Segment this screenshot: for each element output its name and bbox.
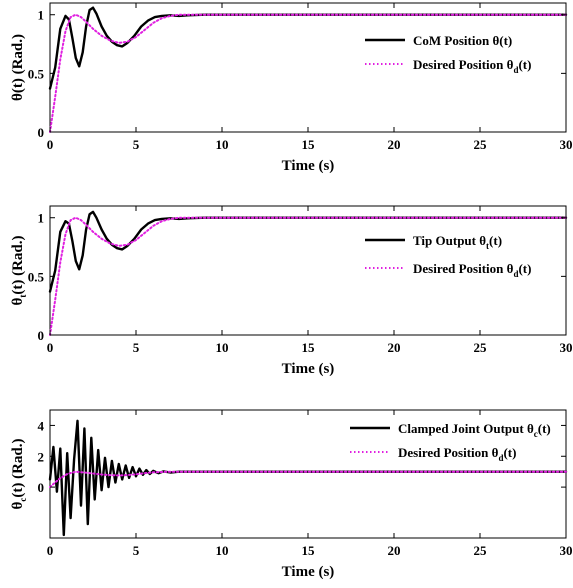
series-line-output — [48, 6, 568, 90]
series-line-desired — [49, 216, 567, 336]
y-axis-label: θc(t) (Rad.) — [10, 439, 28, 510]
x-tick-label: 30 — [560, 137, 573, 152]
x-tick-label: 20 — [388, 340, 401, 355]
y-tick-label: 2 — [38, 449, 45, 464]
x-axis-label: Time (s) — [282, 361, 335, 377]
x-tick-label: 5 — [133, 543, 140, 558]
y-tick-label: 0.5 — [28, 269, 45, 284]
y-tick-label: 1 — [38, 211, 45, 226]
series-line-output — [48, 419, 568, 537]
y-tick-label: 0.5 — [28, 66, 45, 81]
x-tick-label: 10 — [216, 543, 229, 558]
chart-panel-3: 0 5 10 15 20 25 30 0 2 4 Time (s) θc(t) (Rad.) Clamp… — [10, 409, 573, 580]
series-line-output — [48, 210, 568, 293]
chart-panel-2: 0 5 10 15 20 25 30 0 0.5 1 Time (s) θt(t) (Rad.) Tip… — [10, 205, 573, 377]
legend-label-desired: Desired Position θd(t) — [398, 445, 516, 463]
x-tick-label: 5 — [133, 137, 140, 152]
legend-label-desired: Desired Position θd(t) — [413, 57, 531, 75]
x-axis-label: Time (s) — [282, 158, 335, 174]
legend-label-output: CoM Position θ(t) — [413, 33, 512, 48]
x-tick-label: 15 — [302, 137, 316, 152]
x-tick-label: 10 — [216, 340, 229, 355]
y-axis-label: θ(t) (Rad.) — [10, 34, 26, 101]
y-tick-label: 0 — [38, 328, 45, 343]
y-axis-label-group: θt(t) (Rad.) — [10, 236, 28, 306]
x-tick-label: 25 — [474, 137, 488, 152]
x-tick-label: 0 — [47, 543, 54, 558]
x-tick-label: 25 — [474, 543, 488, 558]
series-line-desired — [49, 13, 567, 133]
y-tick-label: 4 — [38, 418, 45, 433]
x-tick-label: 30 — [560, 543, 573, 558]
legend-label-output: Clamped Joint Output θc(t) — [398, 421, 551, 439]
x-tick-label: 10 — [216, 137, 229, 152]
y-axis-label-group: θc(t) (Rad.) — [10, 439, 28, 510]
y-tick-label: 0 — [38, 480, 45, 495]
legend-label-desired: Desired Position θd(t) — [413, 261, 531, 279]
x-tick-label: 25 — [474, 340, 488, 355]
x-tick-label: 0 — [47, 137, 54, 152]
chart-panel-1: 0 5 10 15 20 25 30 0 0.5 1 Time (s) θ(t) (Rad.) CoM … — [10, 2, 573, 174]
x-tick-label: 15 — [302, 340, 316, 355]
x-tick-label: 5 — [133, 340, 140, 355]
y-tick-label: 1 — [38, 8, 45, 23]
x-tick-label: 20 — [388, 543, 401, 558]
y-tick-label: 0 — [38, 125, 45, 140]
x-axis-label: Time (s) — [282, 564, 335, 580]
series-line-desired — [49, 470, 567, 489]
legend-label-output: Tip Output θt(t) — [413, 233, 502, 251]
y-axis-label-group: θ(t) (Rad.) — [10, 34, 26, 101]
x-tick-label: 15 — [302, 543, 316, 558]
x-tick-label: 0 — [47, 340, 54, 355]
x-tick-label: 20 — [388, 137, 401, 152]
y-axis-label: θt(t) (Rad.) — [10, 236, 28, 306]
x-tick-label: 30 — [560, 340, 573, 355]
